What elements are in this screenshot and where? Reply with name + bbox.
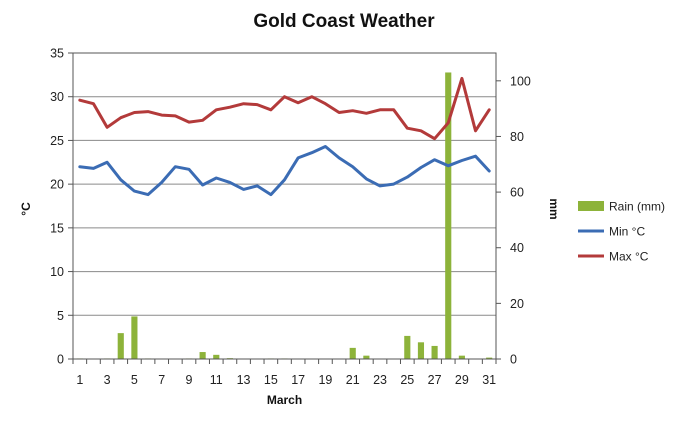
temperature-lines bbox=[78, 76, 491, 197]
rain-bar bbox=[445, 72, 452, 360]
x-tick-label: 1 bbox=[76, 373, 83, 387]
x-tick-label: 17 bbox=[291, 373, 305, 387]
x-tick-label: 23 bbox=[373, 373, 387, 387]
x-tick-label: 7 bbox=[158, 373, 165, 387]
grid bbox=[73, 96, 496, 316]
y-axis-label-right: mm bbox=[547, 198, 561, 219]
x-tick-label: 15 bbox=[264, 373, 278, 387]
left-tick-label: 30 bbox=[50, 90, 64, 104]
rain-bar bbox=[199, 352, 206, 359]
x-axis-ticks: 1 3 5 7 9 11 13 15 17 19 21 23 25 27 29 31 bbox=[72, 359, 497, 387]
rain-bar bbox=[417, 342, 425, 359]
x-tick-label: 5 bbox=[131, 373, 138, 387]
right-tick-label: 40 bbox=[510, 241, 524, 255]
left-tick-label: 10 bbox=[50, 265, 64, 279]
right-tick-label: 20 bbox=[510, 297, 524, 311]
x-axis-label: March bbox=[267, 393, 302, 407]
legend-label: Max °C bbox=[609, 250, 649, 264]
right-axis-ticks: 0 20 40 60 80 100 bbox=[496, 74, 531, 367]
legend-label: Rain (mm) bbox=[609, 200, 665, 214]
rain-bar bbox=[486, 357, 493, 359]
x-tick-label: 9 bbox=[186, 373, 193, 387]
left-tick-label: 35 bbox=[50, 47, 64, 61]
legend: Rain (mm) Min °C Max °C bbox=[578, 200, 665, 264]
right-tick-label: 80 bbox=[510, 130, 524, 144]
rain-bar bbox=[349, 347, 356, 359]
left-tick-label: 15 bbox=[50, 221, 64, 235]
x-tick-label: 19 bbox=[318, 373, 332, 387]
rain-bar bbox=[404, 335, 411, 359]
rain-bar bbox=[117, 333, 124, 359]
x-tick-label: 21 bbox=[346, 373, 360, 387]
rain-bars bbox=[76, 72, 493, 360]
rain-bar bbox=[458, 355, 465, 359]
rain-bar bbox=[431, 345, 438, 359]
right-tick-label: 60 bbox=[510, 186, 524, 200]
right-tick-label: 0 bbox=[510, 353, 517, 367]
rain-bar bbox=[131, 316, 138, 359]
series-line bbox=[78, 145, 491, 197]
legend-swatch bbox=[578, 201, 604, 211]
x-tick-label: 31 bbox=[482, 373, 496, 387]
right-tick-label: 100 bbox=[510, 74, 531, 88]
x-tick-label: 29 bbox=[455, 373, 469, 387]
chart-title: Gold Coast Weather bbox=[253, 11, 435, 32]
x-tick-label: 13 bbox=[237, 373, 251, 387]
x-tick-label: 3 bbox=[104, 373, 111, 387]
left-tick-label: 0 bbox=[57, 353, 64, 367]
rain-bar bbox=[213, 354, 220, 359]
x-tick-label: 25 bbox=[400, 373, 414, 387]
rain-bar bbox=[363, 355, 370, 359]
x-tick-label: 11 bbox=[210, 373, 223, 387]
left-tick-label: 5 bbox=[57, 309, 64, 323]
y-axis-label-left: °C bbox=[19, 202, 33, 216]
left-tick-label: 25 bbox=[50, 134, 64, 148]
left-axis-ticks: 0 5 10 15 20 25 30 35 bbox=[50, 47, 73, 367]
legend-label: Min °C bbox=[609, 225, 645, 239]
plot-border bbox=[72, 52, 497, 360]
left-tick-label: 20 bbox=[50, 178, 64, 192]
series-line bbox=[78, 76, 491, 141]
x-tick-label: 27 bbox=[428, 373, 442, 387]
